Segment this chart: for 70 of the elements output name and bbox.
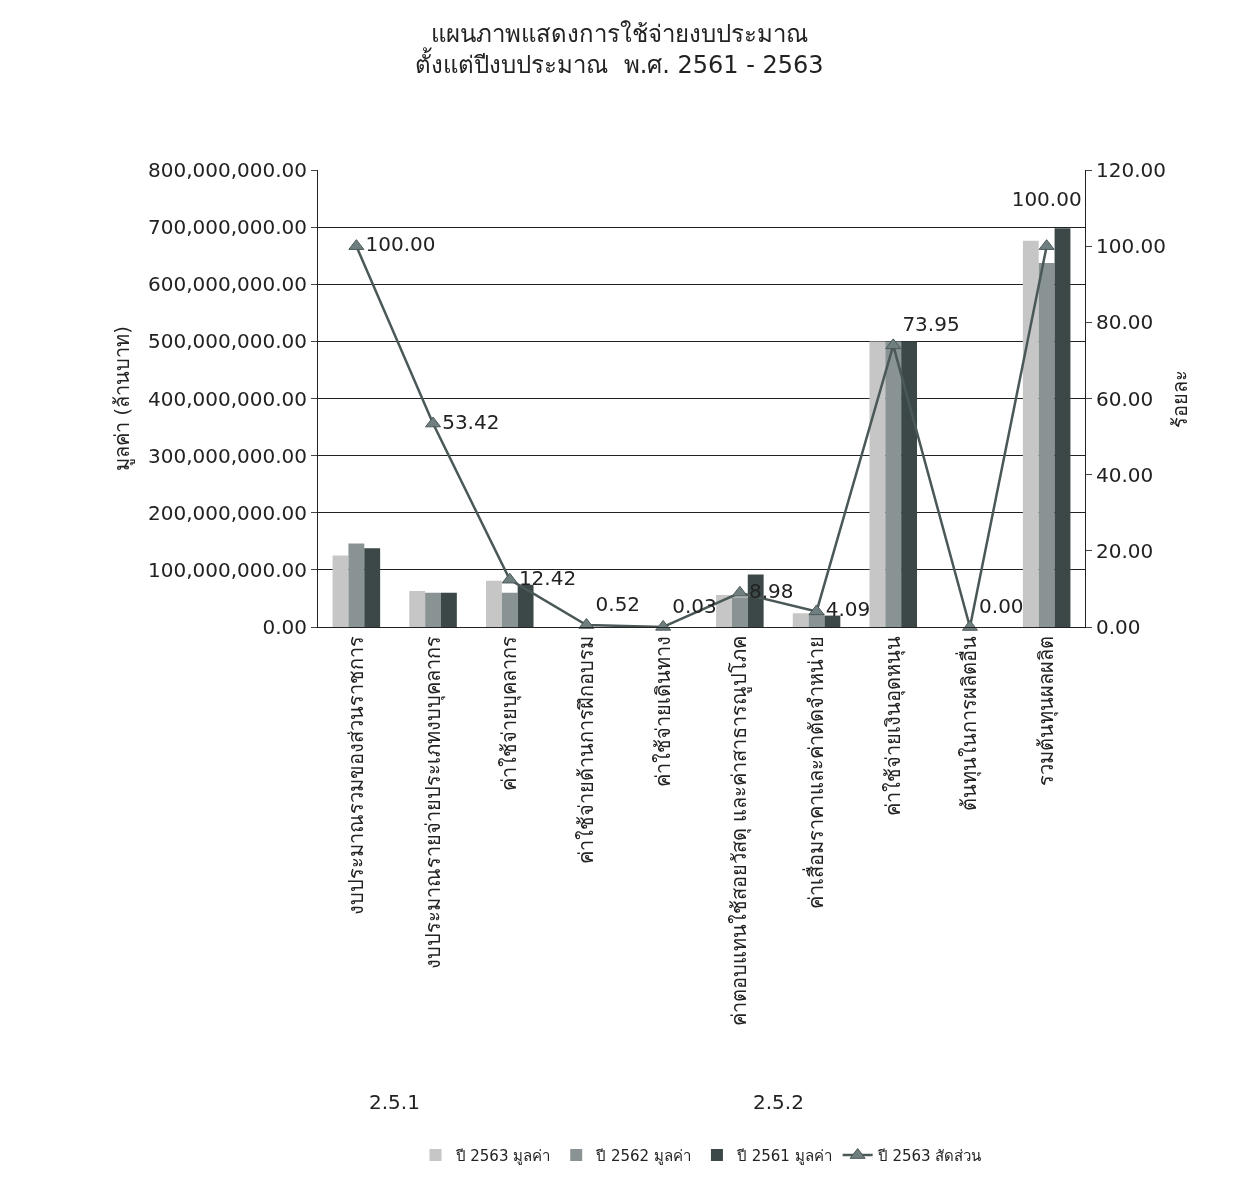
x-tick-label: ค่าใช้จ่ายเดินทาง: [650, 636, 675, 787]
data-label: 12.42: [518, 565, 577, 590]
legend-label: ปี 2561 มูลค่า: [735, 1146, 832, 1165]
bar: [792, 613, 809, 627]
bar: [440, 592, 457, 627]
point: [501, 572, 518, 584]
x-tick-label: งบประมาณรายจ่ายประเภทงบบุคลากร: [420, 636, 446, 969]
data-label: 73.95: [902, 312, 960, 337]
text: 2.5.2: [753, 1090, 804, 1114]
bar: [901, 341, 918, 627]
y2-tick-label: 60.00: [1096, 386, 1154, 411]
data-label: 100.00: [1011, 187, 1082, 212]
y2-tick-label: 20.00: [1096, 538, 1154, 563]
x-tick-label: ค่าใช้จ่ายบุคลากร: [497, 636, 523, 791]
legend-label: ปี 2563 สัดส่วน: [876, 1146, 982, 1165]
y-tick-label: 800,000,000.00: [147, 158, 307, 182]
bar: [731, 597, 748, 627]
y-tick-label: 100,000,000.00: [147, 557, 307, 582]
x-tick-label: ค่าตอบแทนใช้สอยวัสดุ และค่าสาธารณูปโภค: [727, 636, 753, 1027]
data-label: 4.09: [825, 597, 871, 622]
bar: [364, 548, 381, 627]
data-label: 53.42: [442, 409, 500, 434]
bar: [1038, 263, 1055, 627]
y2-tick-label: 120.00: [1096, 158, 1166, 182]
y-tick-label: 0.00: [262, 615, 307, 639]
y-tick-label: 300,000,000.00: [147, 443, 307, 468]
legend-label: ปี 2563 มูลค่า: [454, 1146, 551, 1165]
text: 2.5.1: [369, 1090, 420, 1114]
y2-tick-label: 100.00: [1096, 234, 1166, 259]
x-tick-label: ต้นทุนในการผลิตอื่น: [955, 636, 983, 811]
y-tick-label: 700,000,000.00: [147, 215, 307, 240]
bar: [485, 580, 502, 627]
data-label: 0.03: [672, 593, 717, 618]
legend-label: ปี 2562 มูลค่า: [595, 1146, 691, 1165]
bar: [716, 595, 732, 627]
chart-subtitle: ตั้งแต่ปีงบประมาณ พ.ศ. 2561 - 2563: [415, 47, 824, 80]
y2-axis-title: ร้อยละ: [1168, 369, 1193, 428]
data-label: 0.00: [979, 593, 1024, 618]
y-tick-label: 200,000,000.00: [147, 500, 307, 525]
point: [808, 604, 825, 616]
bar: [425, 592, 441, 627]
chart-title: แผนภาพแสดงการใช้จ่ายงบประมาณ: [431, 19, 808, 48]
point: [655, 619, 672, 631]
bar: [332, 555, 349, 627]
y2-tick-label: 80.00: [1096, 310, 1154, 335]
point: [425, 416, 442, 428]
data-label: 100.00: [365, 232, 436, 257]
x-tick-label: ค่าใช้จ่ายด้านการฝึกอบรม: [573, 636, 598, 864]
x-tick-label: รวมต้นทุนผลผลิต: [1034, 636, 1060, 786]
bar: [1022, 240, 1039, 627]
y-tick-label: 400,000,000.00: [147, 386, 307, 411]
bar: [824, 615, 841, 627]
bar: [348, 543, 365, 627]
bar: [501, 592, 518, 627]
y-axis-title: มูลค่า (ล้านบาท): [110, 326, 136, 471]
y-tick-label: 600,000,000.00: [147, 272, 307, 297]
point: [731, 585, 748, 597]
y2-tick-label: 40.00: [1096, 462, 1154, 487]
bar: [409, 591, 426, 627]
bar: [885, 341, 902, 627]
x-tick-label: ค่าเสื่อมราคาและค่าตัดจำหน่าย: [802, 636, 829, 909]
x-tick-label: ค่าใช้จ่ายเงินอุดหนุน: [880, 636, 906, 816]
bar: [869, 341, 886, 627]
y2-tick-label: 0.00: [1096, 615, 1141, 639]
y-tick-label: 500,000,000.00: [147, 329, 307, 354]
x-tick-label: งบประมาณรวมของส่วนราชการ: [343, 636, 368, 915]
data-label: 0.52: [595, 591, 641, 616]
point: [885, 338, 902, 350]
bar: [517, 584, 534, 627]
bar: [1054, 228, 1071, 627]
